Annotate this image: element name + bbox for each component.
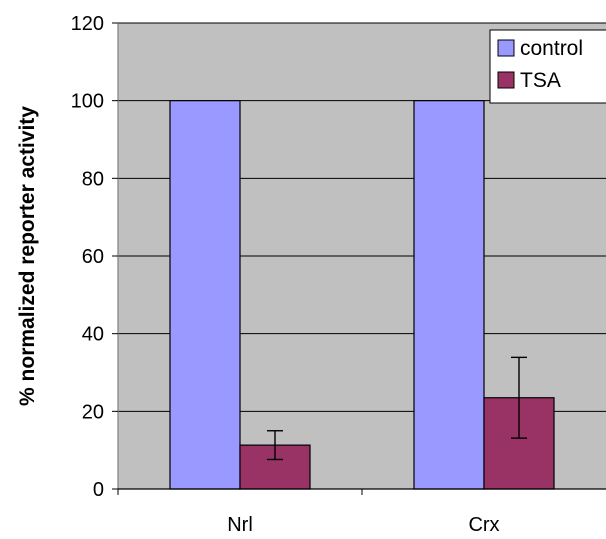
- bar-control-crx: [413, 100, 485, 490]
- y-tick-label: 40: [82, 324, 104, 346]
- y-tick-label: 100: [71, 91, 104, 113]
- x-axis-ticks: Nrl Crx: [117, 489, 500, 536]
- bars: [169, 100, 555, 490]
- bar-control-nrl: [169, 100, 241, 490]
- y-tick-label: 120: [71, 13, 104, 35]
- legend-label-tsa: TSA: [520, 69, 561, 92]
- y-tick-label: 60: [82, 246, 104, 268]
- legend: control TSA: [489, 29, 606, 104]
- y-axis-title: % normalized reporter activity: [16, 106, 39, 406]
- x-category-label: Crx: [468, 514, 499, 536]
- legend-swatch-tsa: [497, 71, 515, 89]
- legend-label-control: control: [520, 37, 583, 60]
- y-tick-label: 80: [82, 168, 104, 190]
- error-bars: [267, 356, 527, 461]
- y-tick-label: 0: [93, 479, 104, 501]
- legend-swatch-control: [497, 39, 515, 57]
- x-category-label: Nrl: [227, 514, 253, 536]
- y-tick-label: 20: [82, 401, 104, 423]
- y-axis-ticks: 0 20 40 60 80 100 120: [71, 13, 118, 501]
